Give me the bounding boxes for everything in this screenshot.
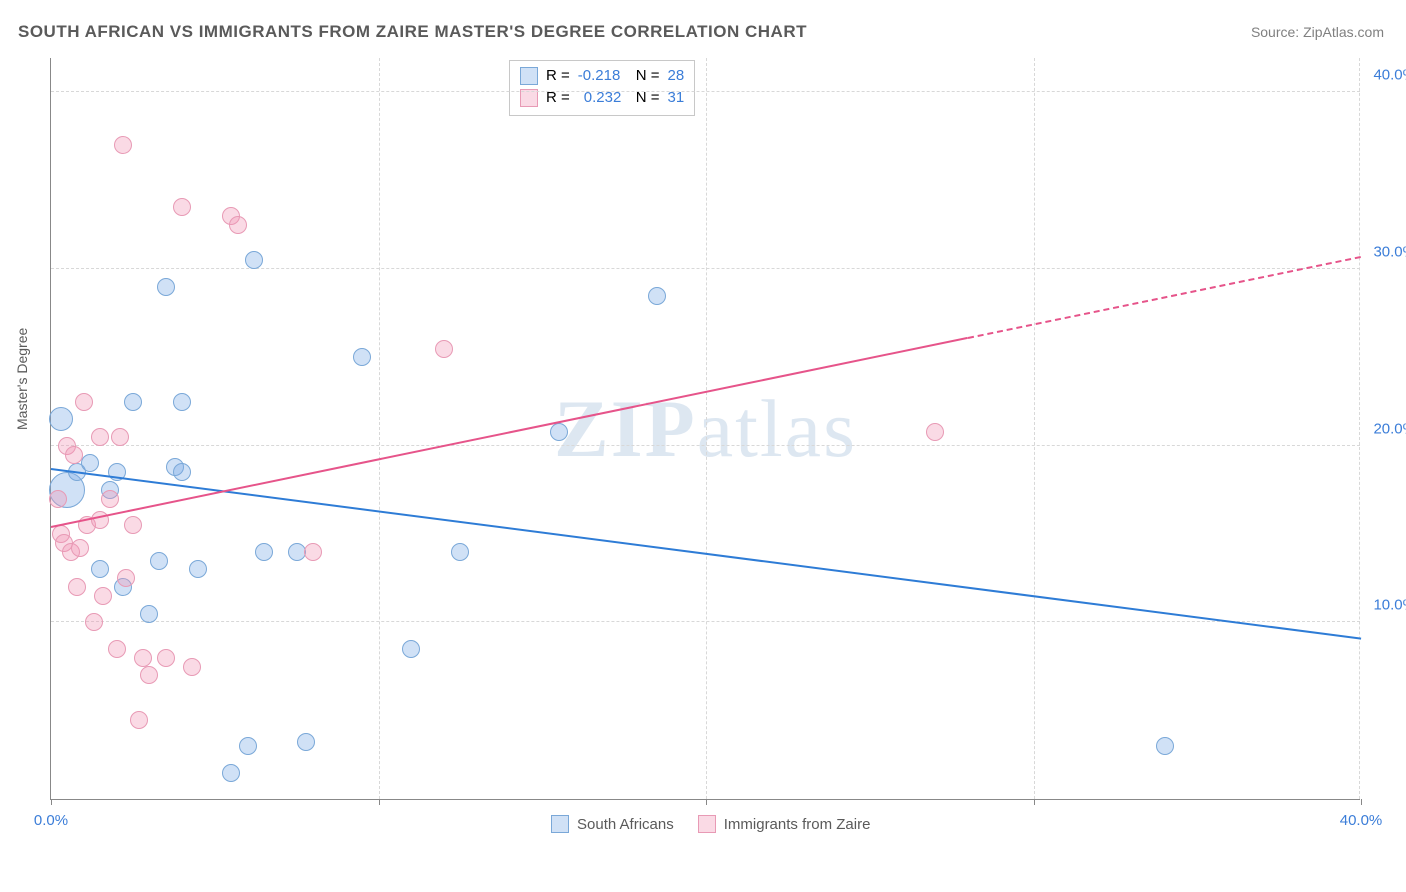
- scatter-point: [353, 348, 371, 366]
- scatter-point: [239, 737, 257, 755]
- scatter-point: [189, 560, 207, 578]
- scatter-point: [49, 490, 67, 508]
- y-tick-label: 10.0%: [1373, 597, 1406, 614]
- scatter-plot-area: ZIPatlas R = -0.218 N = 28 R = 0.232 N =…: [50, 58, 1360, 800]
- scatter-point: [304, 543, 322, 561]
- correlation-legend-row-zaire: R = 0.232 N = 31: [520, 87, 684, 109]
- r-value-zaire: 0.232: [578, 87, 628, 109]
- swatch-south-africans: [551, 815, 569, 833]
- scatter-point: [648, 287, 666, 305]
- scatter-point: [183, 658, 201, 676]
- scatter-point: [173, 198, 191, 216]
- y-axis-label: Master's Degree: [14, 328, 30, 430]
- plot-right-border: [1359, 58, 1360, 799]
- y-tick-label: 20.0%: [1373, 420, 1406, 437]
- scatter-point: [91, 428, 109, 446]
- scatter-point: [288, 543, 306, 561]
- scatter-point: [140, 605, 158, 623]
- scatter-point: [124, 393, 142, 411]
- legend-label-zaire: Immigrants from Zaire: [724, 816, 871, 833]
- scatter-point: [150, 552, 168, 570]
- scatter-point: [111, 428, 129, 446]
- gridline-vertical: [379, 58, 380, 799]
- scatter-point: [101, 490, 119, 508]
- correlation-legend-row-sa: R = -0.218 N = 28: [520, 65, 684, 87]
- n-label: N =: [636, 65, 660, 87]
- scatter-point: [85, 613, 103, 631]
- legend-item-zaire: Immigrants from Zaire: [698, 815, 871, 833]
- scatter-point: [451, 543, 469, 561]
- swatch-zaire: [698, 815, 716, 833]
- scatter-point: [134, 649, 152, 667]
- scatter-point: [81, 454, 99, 472]
- scatter-point: [68, 578, 86, 596]
- swatch-south-africans: [520, 67, 538, 85]
- legend-label-sa: South Africans: [577, 816, 674, 833]
- scatter-point: [157, 649, 175, 667]
- y-tick-label: 40.0%: [1373, 67, 1406, 84]
- scatter-point: [229, 216, 247, 234]
- trend-line: [51, 337, 968, 528]
- x-tick-mark: [379, 799, 380, 805]
- n-value-zaire: 31: [668, 87, 685, 109]
- scatter-point: [117, 569, 135, 587]
- n-label: N =: [636, 87, 660, 109]
- scatter-point: [157, 278, 175, 296]
- scatter-point: [926, 423, 944, 441]
- n-value-sa: 28: [668, 65, 685, 87]
- x-tick-mark: [51, 799, 52, 805]
- scatter-point: [297, 733, 315, 751]
- scatter-point: [49, 407, 73, 431]
- x-tick-mark: [1034, 799, 1035, 805]
- r-label: R =: [546, 65, 570, 87]
- y-tick-label: 30.0%: [1373, 244, 1406, 261]
- x-tick-mark: [1361, 799, 1362, 805]
- source-attribution: Source: ZipAtlas.com: [1251, 24, 1384, 40]
- scatter-point: [108, 640, 126, 658]
- scatter-point: [114, 136, 132, 154]
- x-tick-label: 40.0%: [1340, 812, 1383, 829]
- gridline-vertical: [706, 58, 707, 799]
- r-label: R =: [546, 87, 570, 109]
- scatter-point: [245, 251, 263, 269]
- chart-title: SOUTH AFRICAN VS IMMIGRANTS FROM ZAIRE M…: [18, 22, 807, 42]
- r-value-sa: -0.218: [578, 65, 628, 87]
- scatter-point: [435, 340, 453, 358]
- scatter-point: [124, 516, 142, 534]
- scatter-point: [173, 463, 191, 481]
- scatter-point: [91, 560, 109, 578]
- scatter-point: [173, 393, 191, 411]
- scatter-point: [550, 423, 568, 441]
- scatter-point: [65, 446, 83, 464]
- gridline-vertical: [1034, 58, 1035, 799]
- scatter-point: [71, 539, 89, 557]
- legend-item-sa: South Africans: [551, 815, 674, 833]
- series-legend: South Africans Immigrants from Zaire: [551, 815, 870, 833]
- scatter-point: [402, 640, 420, 658]
- scatter-point: [222, 764, 240, 782]
- scatter-point: [75, 393, 93, 411]
- scatter-point: [140, 666, 158, 684]
- x-tick-mark: [706, 799, 707, 805]
- scatter-point: [130, 711, 148, 729]
- scatter-point: [94, 587, 112, 605]
- scatter-point: [255, 543, 273, 561]
- scatter-point: [1156, 737, 1174, 755]
- correlation-legend: R = -0.218 N = 28 R = 0.232 N = 31: [509, 60, 695, 116]
- x-tick-label: 0.0%: [34, 812, 68, 829]
- watermark-rest: atlas: [697, 383, 857, 474]
